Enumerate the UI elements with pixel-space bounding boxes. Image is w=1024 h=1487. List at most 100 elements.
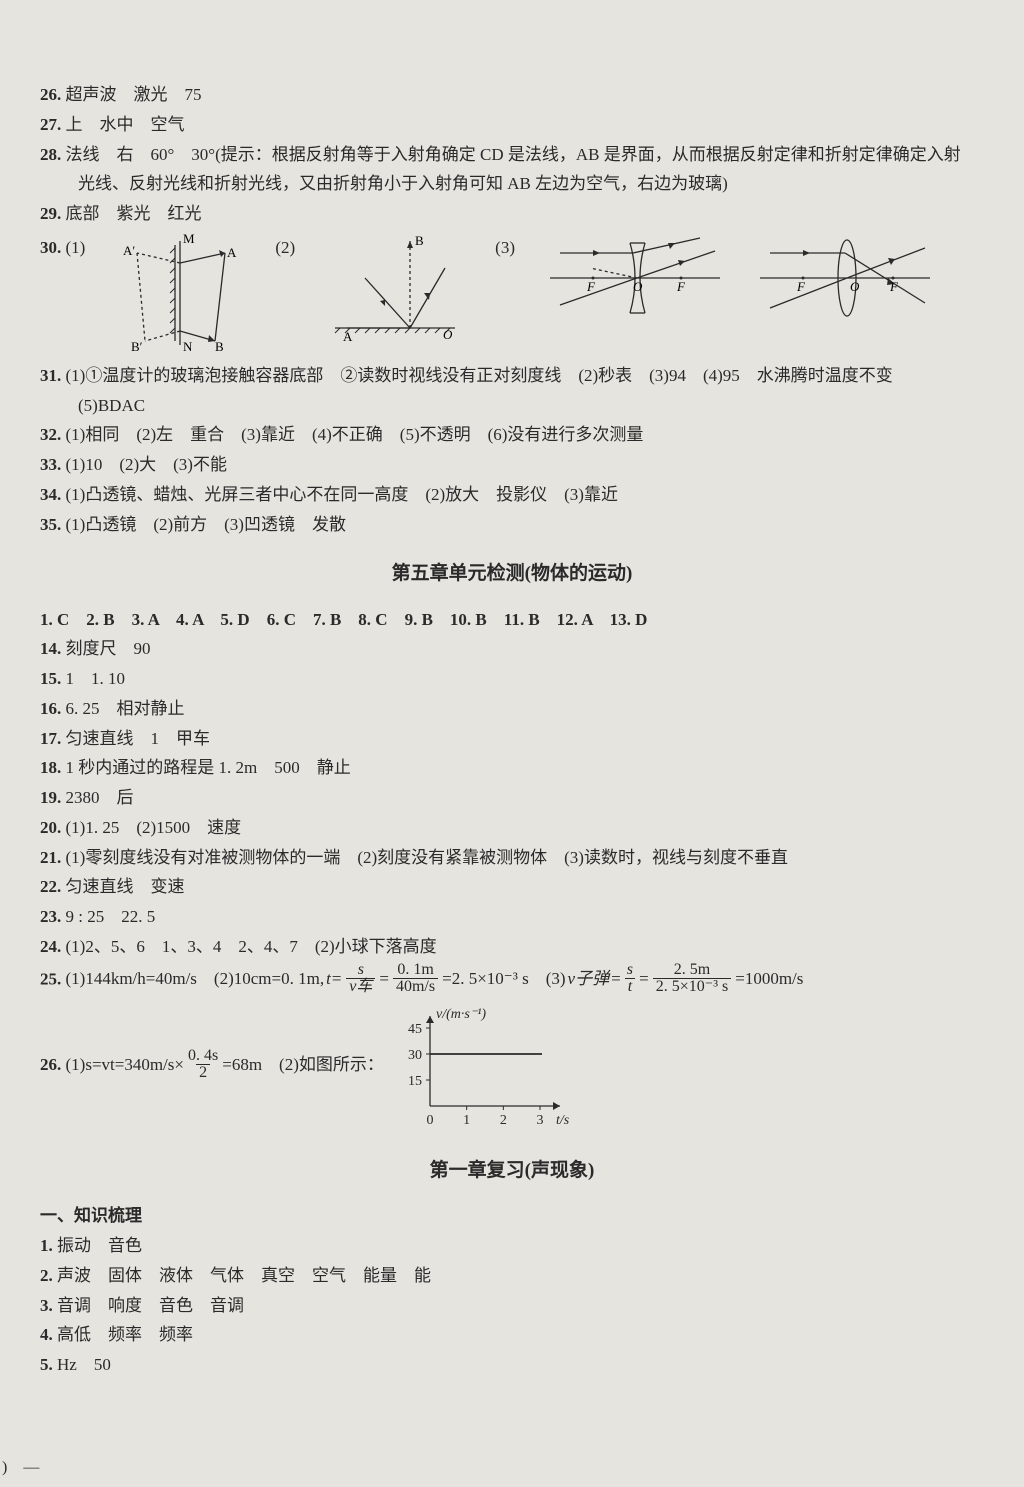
text: (1)①温度计的玻璃泡接触容器底部 ②读数时视线没有正对刻度线 (2)秒表 (3… (66, 366, 893, 385)
section-title-1: 第一章复习(声现象) (40, 1154, 984, 1187)
p2: (2) (275, 233, 295, 263)
k2: 2. 声波 固体 液体 气体 真空 空气 能量 能 (40, 1261, 984, 1291)
svg-text:45: 45 (408, 1022, 422, 1037)
num: 26. (40, 85, 61, 104)
ans-19: 19. 2380 后 (40, 783, 984, 813)
text: (1)凸透镜 (2)前方 (3)凹透镜 发散 (66, 515, 346, 534)
ans-35: 35. (1)凸透镜 (2)前方 (3)凹透镜 发散 (40, 510, 984, 540)
ans-23: 23. 9 : 25 22. 5 (40, 902, 984, 932)
text: (1)相同 (2)左 重合 (3)靠近 (4)不正确 (5)不透明 (6)没有进… (66, 425, 644, 444)
svg-text:1: 1 (463, 1113, 470, 1128)
ans-22: 22. 匀速直线 变速 (40, 872, 984, 902)
svg-text:2: 2 (500, 1113, 507, 1128)
ans-26b: 26. (1)s=vt=340m/s× 0. 4s2 =68m (2)如图所示：… (40, 996, 984, 1136)
ans-29: 29. 底部 紫光 红光 (40, 199, 984, 229)
text: 匀速直线 变速 (66, 877, 185, 896)
num: 19. (40, 788, 61, 807)
text: 刻度尺 90 (66, 639, 151, 658)
lbl3-F1: F (586, 279, 596, 294)
p1: (1) (66, 238, 86, 257)
page-number: ) — (2, 1459, 39, 1477)
k3: 3. 音调 响度 音色 音调 (40, 1291, 984, 1321)
eq3: = (611, 964, 621, 994)
text: 1 秒内通过的路程是 1. 2m 500 静止 (66, 758, 351, 777)
text: (1)零刻度线没有对准被测物体的一端 (2)刻度没有紧靠被测物体 (3)读数时，… (66, 848, 788, 867)
n2: 0. 1m (397, 962, 433, 979)
diagram-4-convex-lens: F O F (755, 233, 935, 323)
d2: 40m/s (393, 978, 438, 996)
num: 24. (40, 937, 61, 956)
text: 匀速直线 1 甲车 (66, 729, 211, 748)
vt-graph-svg: 4530150123v/(m·s⁻¹)t/s (388, 996, 588, 1136)
lbl4-F2: F (889, 279, 899, 294)
lbl-B: B (215, 339, 224, 353)
svg-text:15: 15 (408, 1074, 422, 1089)
diagram-2-reflection: A B O (325, 233, 465, 343)
num: 3. (40, 1296, 53, 1315)
k1: 1. 振动 音色 (40, 1231, 984, 1261)
ans-20: 20. (1)1. 25 (2)1500 速度 (40, 813, 984, 843)
answer-page: 26. 超声波 激光 75 27. 上 水中 空气 28. 法线 右 60° 3… (0, 0, 1024, 1420)
diagram-3-concave-lens: F O F (545, 233, 725, 323)
k5: 5. Hz 50 (40, 1350, 984, 1380)
num: 23. (40, 907, 61, 926)
text: 9 : 25 22. 5 (66, 907, 156, 926)
section-title-5: 第五章单元检测(物体的运动) (40, 557, 984, 590)
text: 上 水中 空气 (66, 115, 185, 134)
p1: (1)144km/h=40m/s (2)10cm=0. 1m, (66, 964, 325, 994)
ans-17: 17. 匀速直线 1 甲车 (40, 724, 984, 754)
num: 34. (40, 485, 61, 504)
lbl3-O: O (633, 279, 643, 294)
ans-18: 18. 1 秒内通过的路程是 1. 2m 500 静止 (40, 753, 984, 783)
lbl-N: N (183, 339, 193, 353)
num: 30. (40, 238, 61, 257)
num: 1. (40, 1236, 53, 1255)
num: 35. (40, 515, 61, 534)
lbl2-A: A (343, 329, 353, 343)
num: 33. (40, 455, 61, 474)
lbl4-F1: F (796, 279, 806, 294)
num: 15. (40, 669, 61, 688)
text: 1 1. 10 (66, 669, 126, 688)
num: 26. (40, 1055, 61, 1074)
text: 音调 响度 音色 音调 (57, 1296, 244, 1315)
text: Hz 50 (57, 1355, 111, 1374)
ans-30-row: 30. (1) (40, 233, 984, 353)
num: 5. (40, 1355, 53, 1374)
ans-32: 32. (1)相同 (2)左 重合 (3)靠近 (4)不正确 (5)不透明 (6… (40, 420, 984, 450)
ans-31a: 31. (1)①温度计的玻璃泡接触容器底部 ②读数时视线没有正对刻度线 (2)秒… (40, 361, 984, 391)
head: (1)s=vt=340m/s× (66, 1050, 185, 1080)
ans-28a: 28. 法线 右 60° 30°(提示：根据反射角等于入射角确定 CD 是法线，… (40, 140, 984, 170)
math-25: (1)144km/h=40m/s (2)10cm=0. 1m, t= sv车 =… (66, 962, 804, 997)
ans-24: 24. (1)2、5、6 1、3、4 2、4、7 (2)小球下落高度 (40, 932, 984, 962)
lbl-M: M (183, 233, 195, 246)
num: 25. (40, 969, 61, 988)
ans-31b: (5)BDAC (78, 391, 984, 421)
svg-text:3: 3 (537, 1113, 544, 1128)
graph-26: 4530150123v/(m·s⁻¹)t/s (388, 996, 588, 1136)
n4: 2. 5m (674, 962, 710, 979)
ans-16: 16. 6. 25 相对静止 (40, 694, 984, 724)
s3: s (627, 961, 633, 978)
ans-30-header: 30. (1) (40, 233, 85, 263)
num: 4. (40, 1325, 53, 1344)
ans-15: 15. 1 1. 10 (40, 664, 984, 694)
num: 28. (40, 145, 61, 164)
text: (1)2、5、6 1、3、4 2、4、7 (2)小球下落高度 (66, 937, 437, 956)
text: 6. 25 相对静止 (66, 699, 185, 718)
tail2: =2. 5×10⁻³ s (3) (442, 964, 565, 994)
text: 振动 音色 (57, 1236, 142, 1255)
eq4: = (639, 964, 649, 994)
num: 17. (40, 729, 61, 748)
ans-14: 14. 刻度尺 90 (40, 634, 984, 664)
text: 底部 紫光 红光 (66, 204, 202, 223)
tail4: =1000m/s (735, 964, 803, 994)
text: 2380 后 (66, 788, 134, 807)
num: 22. (40, 877, 61, 896)
s1: s (358, 961, 364, 978)
svg-text:0: 0 (427, 1113, 434, 1128)
lbl2-B: B (415, 233, 424, 248)
num: 31. (40, 366, 61, 385)
knowledge-heading: 一、知识梳理 (40, 1201, 984, 1231)
lbl-A: A (227, 245, 237, 260)
